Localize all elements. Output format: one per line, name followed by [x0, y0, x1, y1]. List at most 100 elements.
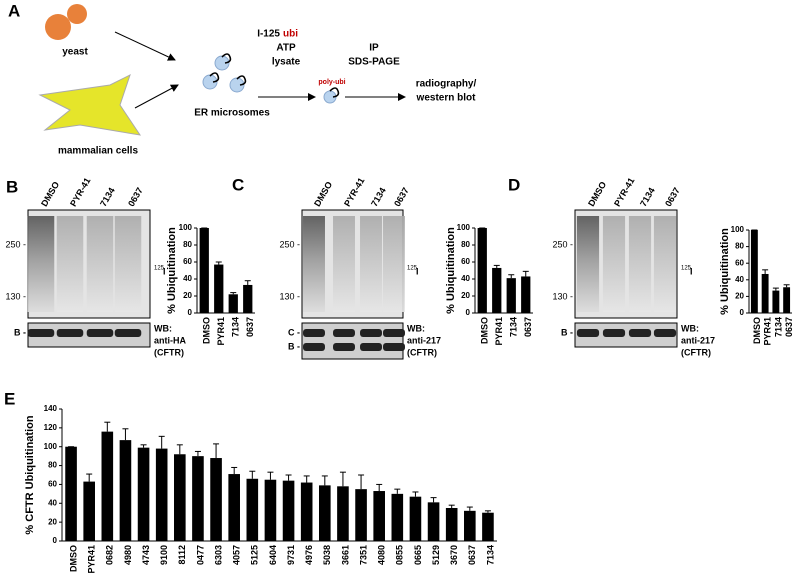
bar — [137, 447, 150, 541]
isotope-mass: 125 — [681, 266, 692, 272]
bar — [521, 276, 531, 313]
lane-label: PYR-41 — [612, 176, 636, 208]
isotope: I — [690, 266, 693, 276]
wb-label: anti-217 — [407, 335, 441, 345]
x-tick-label: 9731 — [286, 545, 296, 565]
y-tick-label: 120 — [44, 423, 58, 432]
x-tick-label: 7134 — [509, 317, 519, 337]
bar — [228, 294, 238, 313]
mw-marker: 130 - — [279, 291, 300, 301]
x-tick-label: 4057 — [232, 545, 242, 565]
isotope: I — [163, 266, 166, 276]
wb-label: anti-217 — [681, 335, 715, 345]
y-tick-label: 40 — [735, 275, 744, 284]
y-tick-label: 100 — [731, 225, 745, 234]
bar — [155, 448, 168, 541]
lane-label: 7134 — [638, 186, 657, 208]
blot-band — [303, 329, 325, 337]
bar — [761, 273, 769, 313]
x-tick-label: 8112 — [177, 545, 187, 565]
blot-band — [576, 329, 600, 337]
bar — [300, 482, 313, 541]
blot-band — [303, 343, 325, 351]
microsome-label: ER microsomes — [194, 108, 270, 119]
y-tick-label: 60 — [183, 257, 192, 266]
mw-marker: 130 - — [5, 291, 26, 301]
panel-label: B — [6, 177, 18, 196]
bar — [119, 440, 132, 541]
diagram-a — [38, 4, 406, 136]
bar — [101, 431, 114, 541]
sds-label: SDS-PAGE — [348, 57, 400, 68]
bar — [482, 512, 494, 541]
bar — [192, 456, 204, 541]
gel-lane — [333, 216, 355, 312]
panel-label: C — [232, 175, 244, 194]
bar — [65, 446, 77, 541]
bar — [246, 478, 259, 541]
gel-lane — [576, 216, 600, 312]
blot-band — [333, 343, 355, 351]
lane-label: PYR-41 — [68, 176, 92, 208]
isotope-mass: 125 — [407, 266, 418, 272]
lane-label: DMSO — [586, 180, 608, 208]
blot-band — [628, 329, 652, 337]
reagent-ubi: ubi — [283, 29, 298, 40]
x-tick-label: 7134 — [231, 317, 241, 337]
lane-label: 0637 — [663, 186, 682, 208]
x-tick-label: 0637 — [784, 317, 794, 337]
reagent-label: I-125 — [257, 29, 280, 40]
bar — [391, 493, 404, 541]
x-tick-label: 4976 — [304, 545, 314, 565]
y-tick-label: 0 — [188, 308, 193, 317]
bar — [750, 230, 758, 313]
blot-band — [56, 329, 84, 337]
gel-lane — [360, 216, 382, 312]
bar — [282, 480, 295, 541]
y-tick-label: 20 — [183, 291, 192, 300]
blot-band — [114, 329, 142, 337]
x-tick-label: PYR41 — [494, 317, 504, 346]
x-tick-label: 9100 — [159, 545, 169, 565]
x-tick-label: PYR41 — [216, 317, 226, 346]
x-tick-label: 4743 — [141, 545, 151, 565]
x-tick-label: 4080 — [377, 545, 387, 565]
atp-label: ATP — [276, 43, 296, 54]
bar — [355, 489, 367, 541]
lane-label: 0637 — [392, 186, 411, 208]
band-label: C - — [288, 327, 300, 337]
blot-band — [27, 329, 55, 337]
y-tick-label: 100 — [44, 442, 58, 451]
blot-band — [653, 329, 677, 337]
mw-marker: 250 - — [552, 239, 573, 249]
y-tick-label: 60 — [461, 257, 470, 266]
bar — [214, 264, 224, 313]
y-tick-label: 100 — [179, 223, 193, 232]
y-tick-label: 0 — [466, 308, 471, 317]
wb-label: WB: — [681, 323, 699, 333]
x-tick-label: 0637 — [245, 317, 255, 337]
bar — [210, 458, 222, 541]
band-label: B - — [14, 327, 26, 337]
gel-lane — [628, 216, 652, 312]
x-tick-label: 3670 — [449, 545, 459, 565]
x-tick-label: 5125 — [250, 545, 260, 565]
y-tick-label: 80 — [461, 240, 470, 249]
bar — [228, 474, 240, 541]
y-tick-label: 20 — [461, 291, 470, 300]
yeast-label: yeast — [62, 47, 88, 58]
y-axis-label: % Ubiquitination — [445, 227, 457, 314]
blot-band — [602, 329, 626, 337]
y-tick-label: 40 — [48, 498, 57, 507]
x-tick-label: DMSO — [752, 317, 762, 344]
x-tick-label: 5038 — [322, 545, 332, 565]
x-tick-label: DMSO — [202, 317, 212, 344]
panel-label: A — [8, 1, 20, 20]
x-tick-label: 5129 — [431, 545, 441, 565]
y-tick-label: 140 — [44, 404, 58, 413]
bar — [445, 508, 458, 541]
y-tick-label: 60 — [735, 258, 744, 267]
bar — [506, 278, 516, 313]
y-tick-label: 60 — [48, 480, 57, 489]
blot-band — [333, 329, 355, 337]
